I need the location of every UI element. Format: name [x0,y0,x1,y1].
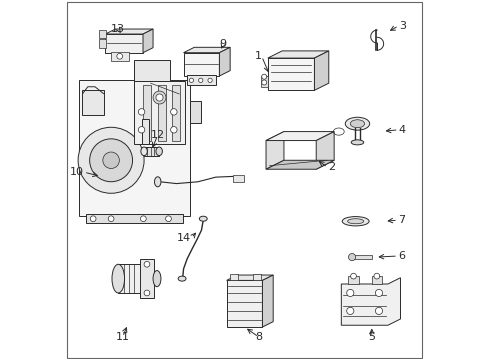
Polygon shape [105,29,153,34]
Circle shape [375,307,382,315]
Circle shape [117,53,122,59]
Bar [86,214,183,223]
Polygon shape [183,53,219,76]
Circle shape [198,78,203,82]
Bar [143,85,151,140]
Bar [82,90,104,116]
Bar [158,85,165,140]
Text: 4: 4 [398,125,405,135]
Circle shape [350,273,356,279]
Bar [230,274,238,280]
Ellipse shape [141,147,147,156]
Circle shape [144,290,149,296]
Text: 8: 8 [255,332,262,342]
Circle shape [348,253,355,261]
Text: 7: 7 [397,215,404,225]
Ellipse shape [153,271,161,287]
Text: 3: 3 [398,21,405,31]
Text: 10: 10 [70,167,83,177]
Circle shape [78,127,144,193]
Circle shape [89,139,132,182]
Bar [351,255,371,259]
Circle shape [375,289,382,297]
Bar [190,101,201,123]
Polygon shape [142,29,153,53]
Polygon shape [262,275,273,327]
Polygon shape [219,47,230,76]
Ellipse shape [156,147,162,156]
Circle shape [138,109,144,115]
Bar [253,274,261,280]
Circle shape [346,307,353,315]
Ellipse shape [199,216,207,221]
Circle shape [261,74,266,79]
Circle shape [261,80,266,85]
Circle shape [189,78,193,82]
Circle shape [90,216,96,222]
Text: 6: 6 [397,251,404,261]
Polygon shape [316,132,333,169]
Ellipse shape [347,219,363,224]
Ellipse shape [154,177,161,187]
Bar [187,75,215,85]
Bar [118,264,142,293]
Bar [371,276,381,284]
Ellipse shape [135,264,147,293]
Circle shape [144,261,149,267]
Circle shape [170,109,177,115]
Text: 13: 13 [111,24,125,35]
Bar [79,80,190,216]
Ellipse shape [178,276,185,281]
Bar [99,30,106,39]
Circle shape [108,216,114,222]
Bar [142,119,148,144]
Text: 12: 12 [150,130,164,140]
Bar [99,39,106,48]
Ellipse shape [342,217,368,226]
Polygon shape [265,132,284,169]
Circle shape [153,91,165,104]
Polygon shape [105,34,142,53]
Ellipse shape [345,117,369,130]
Polygon shape [226,280,262,327]
Polygon shape [341,278,400,325]
Circle shape [373,273,379,279]
Polygon shape [226,275,273,280]
Bar [172,85,180,140]
Circle shape [102,152,119,168]
Circle shape [165,216,171,222]
Circle shape [346,289,353,297]
Text: 9: 9 [219,40,226,49]
Polygon shape [267,51,328,58]
Circle shape [156,94,163,101]
Circle shape [138,127,144,133]
Text: 2: 2 [327,162,334,172]
Circle shape [140,216,146,222]
Polygon shape [261,76,267,87]
Bar [134,60,170,81]
Text: 1: 1 [254,51,261,61]
Polygon shape [314,51,328,90]
Polygon shape [265,132,333,140]
Polygon shape [265,160,333,169]
Bar [348,276,358,284]
Ellipse shape [350,140,363,145]
Text: 14: 14 [177,233,191,243]
Ellipse shape [112,264,124,293]
Text: 5: 5 [367,332,374,342]
Polygon shape [267,58,314,90]
Circle shape [170,127,177,133]
Bar [233,175,244,182]
Ellipse shape [349,120,364,128]
Bar [144,147,159,156]
Text: 11: 11 [115,332,129,342]
Polygon shape [183,47,230,53]
Bar [140,259,154,298]
Circle shape [207,78,212,82]
Bar [134,81,184,144]
Bar [110,52,128,60]
